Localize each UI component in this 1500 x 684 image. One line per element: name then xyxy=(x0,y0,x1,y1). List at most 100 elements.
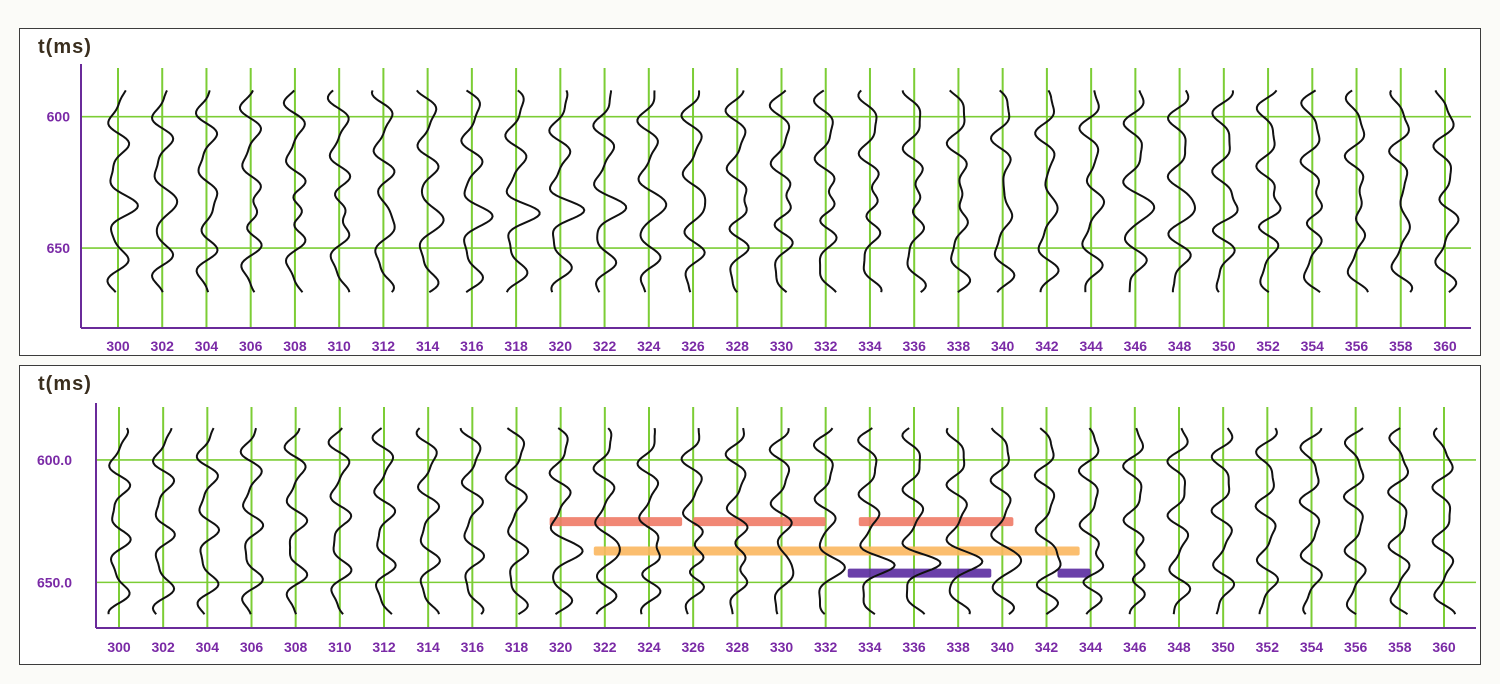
highlight-band xyxy=(858,517,1014,527)
x-tick-label: 324 xyxy=(637,639,661,655)
highlight-bands xyxy=(549,517,1091,578)
x-tick-label: 328 xyxy=(726,338,750,354)
seismic-trace xyxy=(1255,89,1282,294)
seismic-trace xyxy=(283,427,309,615)
x-tick-label: 318 xyxy=(505,639,529,655)
seismic-panel-top: t(ms) 300 302 304 306 308 310 312 314 316 318 320 3… xyxy=(19,28,1481,356)
seismic-trace xyxy=(326,89,352,293)
x-tick-label: 334 xyxy=(858,639,882,655)
x-tick-label: 312 xyxy=(372,338,396,354)
highlight-band xyxy=(549,517,683,527)
seismic-trace xyxy=(680,90,707,293)
x-tick-label: 352 xyxy=(1256,639,1280,655)
seismic-trace xyxy=(1432,89,1460,293)
x-tick-label: 326 xyxy=(681,338,705,354)
x-tick-label: 312 xyxy=(372,639,396,655)
seismic-trace xyxy=(901,90,927,293)
seismic-trace xyxy=(282,89,307,293)
seismic-trace xyxy=(1254,427,1279,615)
x-tick-label: 354 xyxy=(1301,338,1325,354)
x-tick-label: 314 xyxy=(416,639,440,655)
seismic-trace xyxy=(195,427,221,615)
seismic-trace xyxy=(724,427,749,615)
seismic-trace xyxy=(504,89,541,293)
x-tick-label: 322 xyxy=(593,338,617,354)
seismic-trace xyxy=(151,89,179,293)
seismic-trace xyxy=(1166,89,1196,293)
x-tick-label: 300 xyxy=(107,639,131,655)
seismic-trace xyxy=(370,90,396,293)
x-tick-label: 324 xyxy=(637,338,661,354)
x-tick-label: 302 xyxy=(151,639,175,655)
seismic-trace xyxy=(680,428,705,615)
seismic-trace xyxy=(1033,427,1062,616)
x-tick-label: 342 xyxy=(1035,639,1059,655)
seismic-trace xyxy=(857,89,883,293)
x-tick-label: 322 xyxy=(593,639,617,655)
seismic-trace xyxy=(1210,427,1236,615)
seismic-trace xyxy=(989,427,1023,615)
y-tick-label: 600 xyxy=(47,109,71,125)
seismic-trace xyxy=(504,427,530,616)
x-tick-label: 338 xyxy=(946,639,970,655)
y-axis-label: t(ms) xyxy=(38,36,92,58)
x-tick-label: 340 xyxy=(991,338,1015,354)
highlight-band xyxy=(847,568,992,578)
x-tick-label: 344 xyxy=(1079,639,1103,655)
seismic-trace xyxy=(238,89,263,293)
x-tick-label: 350 xyxy=(1211,639,1235,655)
x-tick-label: 328 xyxy=(726,639,750,655)
y-tick-label: 650.0 xyxy=(37,574,72,590)
seismic-trace xyxy=(813,427,846,615)
y-tick-label: 600.0 xyxy=(37,452,72,468)
x-tick-label: 316 xyxy=(460,338,484,354)
x-tick-label: 320 xyxy=(549,639,573,655)
x-tick-label: 352 xyxy=(1256,338,1280,354)
x-tick-label: 342 xyxy=(1035,338,1059,354)
seismic-trace xyxy=(592,90,628,293)
seismic-trace xyxy=(151,427,176,615)
seismic-trace xyxy=(106,89,139,293)
x-tick-label: 306 xyxy=(239,338,263,354)
x-tick-label: 304 xyxy=(196,639,220,655)
y-tick-labels: 600.0 650.0 xyxy=(37,452,72,590)
x-tick-label: 356 xyxy=(1344,639,1368,655)
x-tick-label: 300 xyxy=(106,338,130,354)
x-tick-label: 336 xyxy=(903,338,927,354)
seismic-trace xyxy=(1077,427,1105,615)
seismic-trace xyxy=(416,89,445,294)
seismic-trace xyxy=(460,89,494,294)
seismic-trace xyxy=(1122,427,1146,615)
seismic-trace xyxy=(107,427,132,615)
x-tick-label: 360 xyxy=(1432,639,1456,655)
x-tick-label: 332 xyxy=(814,639,838,655)
y-axis-label: t(ms) xyxy=(38,373,92,395)
x-tick-label: 330 xyxy=(770,639,794,655)
seismic-trace xyxy=(1298,427,1323,615)
seismic-trace xyxy=(1343,89,1369,293)
seismic-trace xyxy=(990,89,1016,293)
x-tick-label: 306 xyxy=(240,639,264,655)
seismic-trace xyxy=(1431,427,1457,615)
seismic-chart-top: 300 302 304 306 308 310 312 314 316 318 320 322 324 3… xyxy=(47,64,1471,354)
seismic-panel-bottom: t(ms) 300 302 304 306 308 310 312 314 316 318 320 3… xyxy=(19,365,1481,665)
seismic-trace xyxy=(1166,427,1192,615)
seismic-trace xyxy=(1387,427,1411,616)
x-tick-label: 358 xyxy=(1388,639,1412,655)
x-tick-label: 340 xyxy=(991,639,1015,655)
seismic-trace xyxy=(768,89,794,293)
seismic-trace xyxy=(636,427,662,615)
x-tick-label: 314 xyxy=(416,338,440,354)
x-tick-label: 332 xyxy=(814,338,838,354)
x-tick-label: 334 xyxy=(858,338,882,354)
x-tick-label: 330 xyxy=(770,338,794,354)
seismic-traces xyxy=(106,89,1460,294)
seismic-trace xyxy=(239,427,265,615)
axes xyxy=(80,64,1471,329)
x-tick-label: 302 xyxy=(151,338,175,354)
seismic-trace xyxy=(371,427,397,615)
seismic-trace xyxy=(945,89,972,294)
seismic-trace xyxy=(1034,89,1060,293)
seismic-trace xyxy=(1342,427,1367,616)
seismic-trace xyxy=(548,427,584,616)
